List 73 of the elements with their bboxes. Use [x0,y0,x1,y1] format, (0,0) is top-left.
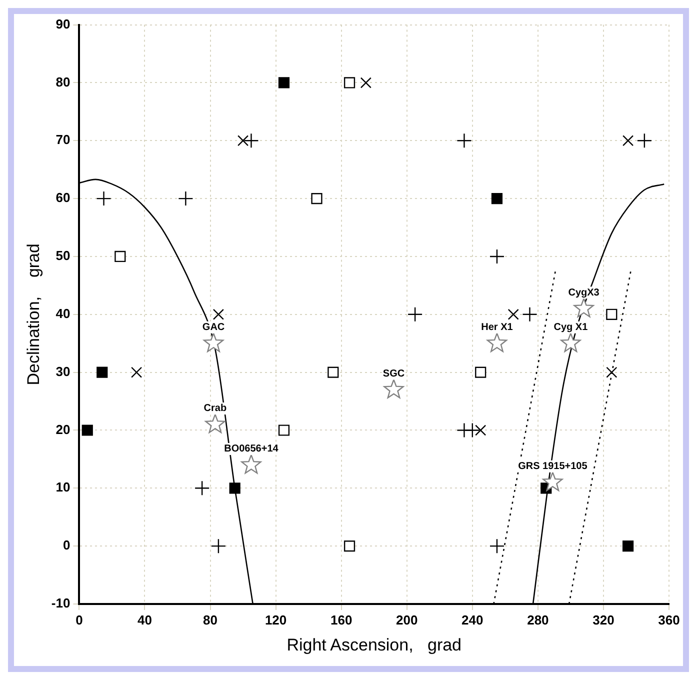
point [522,306,538,322]
point [486,332,508,352]
y-tick-label: 90 [56,16,70,32]
point [384,379,404,398]
point [456,133,472,148]
point [489,248,505,264]
y-tick-label: 30 [56,364,70,379]
point [205,414,226,434]
x-tick-label: 320 [592,612,614,628]
point [489,538,505,554]
point [622,540,634,552]
x-tick-label: 240 [462,612,484,628]
point [560,332,581,352]
x-tick-label: 120 [264,612,287,628]
y-tick-label: 50 [56,248,70,264]
annotation: GAC [202,322,225,334]
point [241,454,262,474]
annotation: BO0656+14 [224,444,279,455]
point [278,424,290,436]
annotation: Her X1 [481,322,514,334]
point [464,422,480,438]
annotation: Cyg X1 [554,322,588,334]
annotation: SGC [382,368,405,380]
y-tick-label: 80 [56,74,70,90]
point [278,77,290,88]
y-tick-label: 10 [56,480,70,495]
point [622,135,634,146]
point [360,77,372,88]
x-tick-label: 80 [203,612,218,628]
annotation: Crab [204,403,227,414]
annotation: CygX3 [568,287,600,298]
point [574,298,594,318]
point [96,190,112,206]
x-axis-title: Right Ascension, grad [286,635,462,654]
point [210,538,226,554]
x-tick-label: 40 [137,612,152,628]
point [475,366,486,378]
point [114,250,126,262]
point [311,193,322,204]
point [508,308,519,320]
point [244,133,259,148]
point [344,540,356,552]
point [82,424,93,436]
point [606,308,618,320]
point [407,306,423,322]
point [178,190,194,206]
point [130,366,142,378]
point [203,332,224,352]
point [96,366,108,378]
y-tick-label: 60 [56,190,70,206]
point [606,366,618,378]
point [237,135,249,146]
point [636,133,652,148]
y-tick-label: 70 [56,132,70,148]
point [229,482,240,494]
point [491,193,503,204]
annotation: GRS 1915+105 [518,461,588,472]
x-tick-label: 280 [527,612,549,628]
y-tick-label: 0 [62,538,70,553]
point [328,366,339,378]
point [194,480,210,496]
y-tick-label: 20 [56,422,70,437]
x-tick-label: 160 [330,612,352,628]
x-tick-label: 200 [396,612,418,628]
point [344,77,356,88]
point [475,424,486,436]
y-axis-title: Declination, grad [24,244,43,386]
point [212,308,224,320]
x-tick-label: 0 [76,612,83,628]
y-tick-label: -10 [51,596,70,611]
point [542,472,563,492]
x-tick-label: 360 [658,612,680,628]
y-tick-label: 40 [56,306,70,321]
